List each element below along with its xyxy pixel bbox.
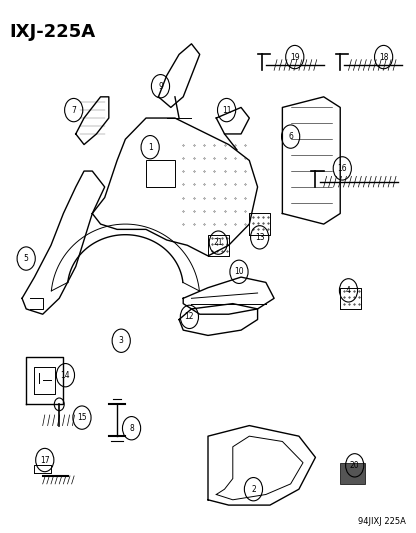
Text: 14: 14 [61,370,70,379]
Text: 19: 19 [290,53,300,62]
Text: 6: 6 [288,132,293,141]
Text: 15: 15 [77,413,87,422]
Text: IXJ-225A: IXJ-225A [10,22,96,41]
Text: 20: 20 [350,461,359,470]
Text: 1: 1 [148,143,153,152]
Text: 8: 8 [129,424,134,433]
Text: 7: 7 [71,106,76,115]
Polygon shape [340,463,365,484]
Text: 18: 18 [379,53,389,62]
Text: 4: 4 [346,286,351,295]
Text: 12: 12 [185,312,194,321]
Text: 3: 3 [119,336,124,345]
Text: 2: 2 [251,484,256,494]
Text: 21: 21 [213,238,223,247]
Text: 16: 16 [337,164,347,173]
Text: 17: 17 [40,456,50,465]
Text: 94JIXJ 225A: 94JIXJ 225A [359,518,406,526]
Text: 11: 11 [222,106,231,115]
Text: 13: 13 [255,233,265,242]
Text: 9: 9 [158,82,163,91]
Text: 10: 10 [234,268,244,276]
Text: 5: 5 [24,254,29,263]
